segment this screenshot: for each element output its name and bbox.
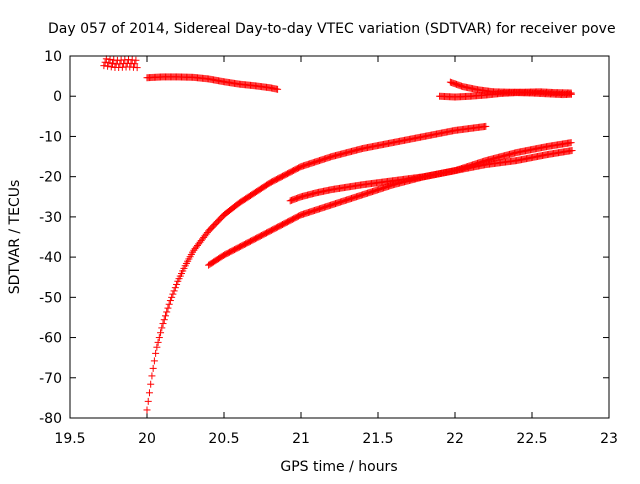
y-tick-label: -40 bbox=[39, 250, 62, 266]
series-arc-middle bbox=[286, 139, 575, 205]
data-point-marker bbox=[132, 56, 140, 64]
x-tick-label: 22 bbox=[446, 431, 464, 447]
chart-title: Day 057 of 2014, Sidereal Day-to-day VTE… bbox=[48, 21, 616, 37]
data-point-marker bbox=[567, 89, 575, 97]
data-point-marker bbox=[148, 372, 156, 380]
data-point-marker bbox=[168, 293, 176, 301]
data-point-marker bbox=[144, 397, 152, 405]
data-point-marker bbox=[158, 324, 166, 332]
data-point-marker bbox=[166, 297, 174, 305]
x-tick-label: 19.5 bbox=[54, 431, 85, 447]
y-tick-label: -30 bbox=[39, 210, 62, 226]
data-point-marker bbox=[482, 122, 490, 130]
data-points bbox=[100, 55, 576, 414]
data-point-marker bbox=[104, 62, 112, 70]
data-point-marker bbox=[131, 60, 139, 68]
x-tick-label: 21.5 bbox=[362, 431, 393, 447]
data-point-marker bbox=[153, 343, 161, 351]
data-point-marker bbox=[143, 406, 151, 414]
data-point-marker bbox=[568, 147, 576, 155]
data-point-marker bbox=[105, 59, 113, 67]
data-point-marker bbox=[171, 284, 179, 292]
data-point-marker bbox=[173, 280, 181, 288]
data-point-marker bbox=[165, 300, 173, 308]
data-point-marker bbox=[101, 58, 109, 66]
x-tick-label: 21 bbox=[292, 431, 310, 447]
x-axis-title: GPS time / hours bbox=[280, 459, 397, 475]
y-tick-label: 10 bbox=[44, 49, 62, 65]
data-point-marker bbox=[164, 304, 172, 312]
y-tick-label: -10 bbox=[39, 129, 62, 145]
x-tick-label: 20.5 bbox=[208, 431, 239, 447]
x-tick-label: 22.5 bbox=[516, 431, 547, 447]
data-point-marker bbox=[107, 63, 115, 71]
y-tick-label: -70 bbox=[39, 371, 62, 387]
data-point-marker bbox=[147, 380, 155, 388]
data-point-marker bbox=[106, 55, 114, 63]
data-point-marker bbox=[154, 338, 162, 346]
series-arc-main-curve bbox=[143, 122, 490, 414]
y-axis-title: SDTVAR / TECUs bbox=[7, 180, 23, 295]
data-point-marker bbox=[567, 139, 575, 147]
data-point-marker bbox=[155, 334, 163, 342]
series-arc-plateau bbox=[143, 73, 282, 93]
data-point-marker bbox=[161, 312, 169, 320]
data-point-marker bbox=[169, 290, 177, 298]
y-tick-label: -50 bbox=[39, 290, 62, 306]
data-point-marker bbox=[133, 64, 141, 72]
y-tick-label: 0 bbox=[53, 89, 62, 105]
data-point-marker bbox=[159, 320, 167, 328]
data-point-marker bbox=[149, 364, 157, 372]
y-tick-label: -60 bbox=[39, 331, 62, 347]
data-point-marker bbox=[170, 287, 178, 295]
data-point-marker bbox=[163, 308, 171, 316]
series-arc-top-left bbox=[100, 55, 141, 72]
data-point-marker bbox=[100, 62, 108, 70]
data-point-marker bbox=[145, 389, 153, 397]
data-point-marker bbox=[152, 349, 160, 357]
series-arc-right-top-b bbox=[446, 78, 575, 97]
y-tick-label: -20 bbox=[39, 170, 62, 186]
data-point-marker bbox=[274, 85, 282, 93]
data-point-marker bbox=[150, 357, 158, 365]
series-arc-lower-mid bbox=[205, 147, 576, 269]
data-point-marker bbox=[157, 329, 165, 337]
data-point-marker bbox=[160, 316, 168, 324]
y-tick-label: -80 bbox=[39, 411, 62, 427]
data-point-marker bbox=[109, 59, 117, 67]
x-tick-label: 23 bbox=[600, 431, 618, 447]
plot-frame bbox=[69, 55, 610, 419]
x-tick-label: 20 bbox=[138, 431, 156, 447]
axis-tick-labels: 19.5 20 20.5 21 21.5 22 22.5 23 10 0 -10 -20 -30 -40 -… bbox=[39, 49, 618, 447]
